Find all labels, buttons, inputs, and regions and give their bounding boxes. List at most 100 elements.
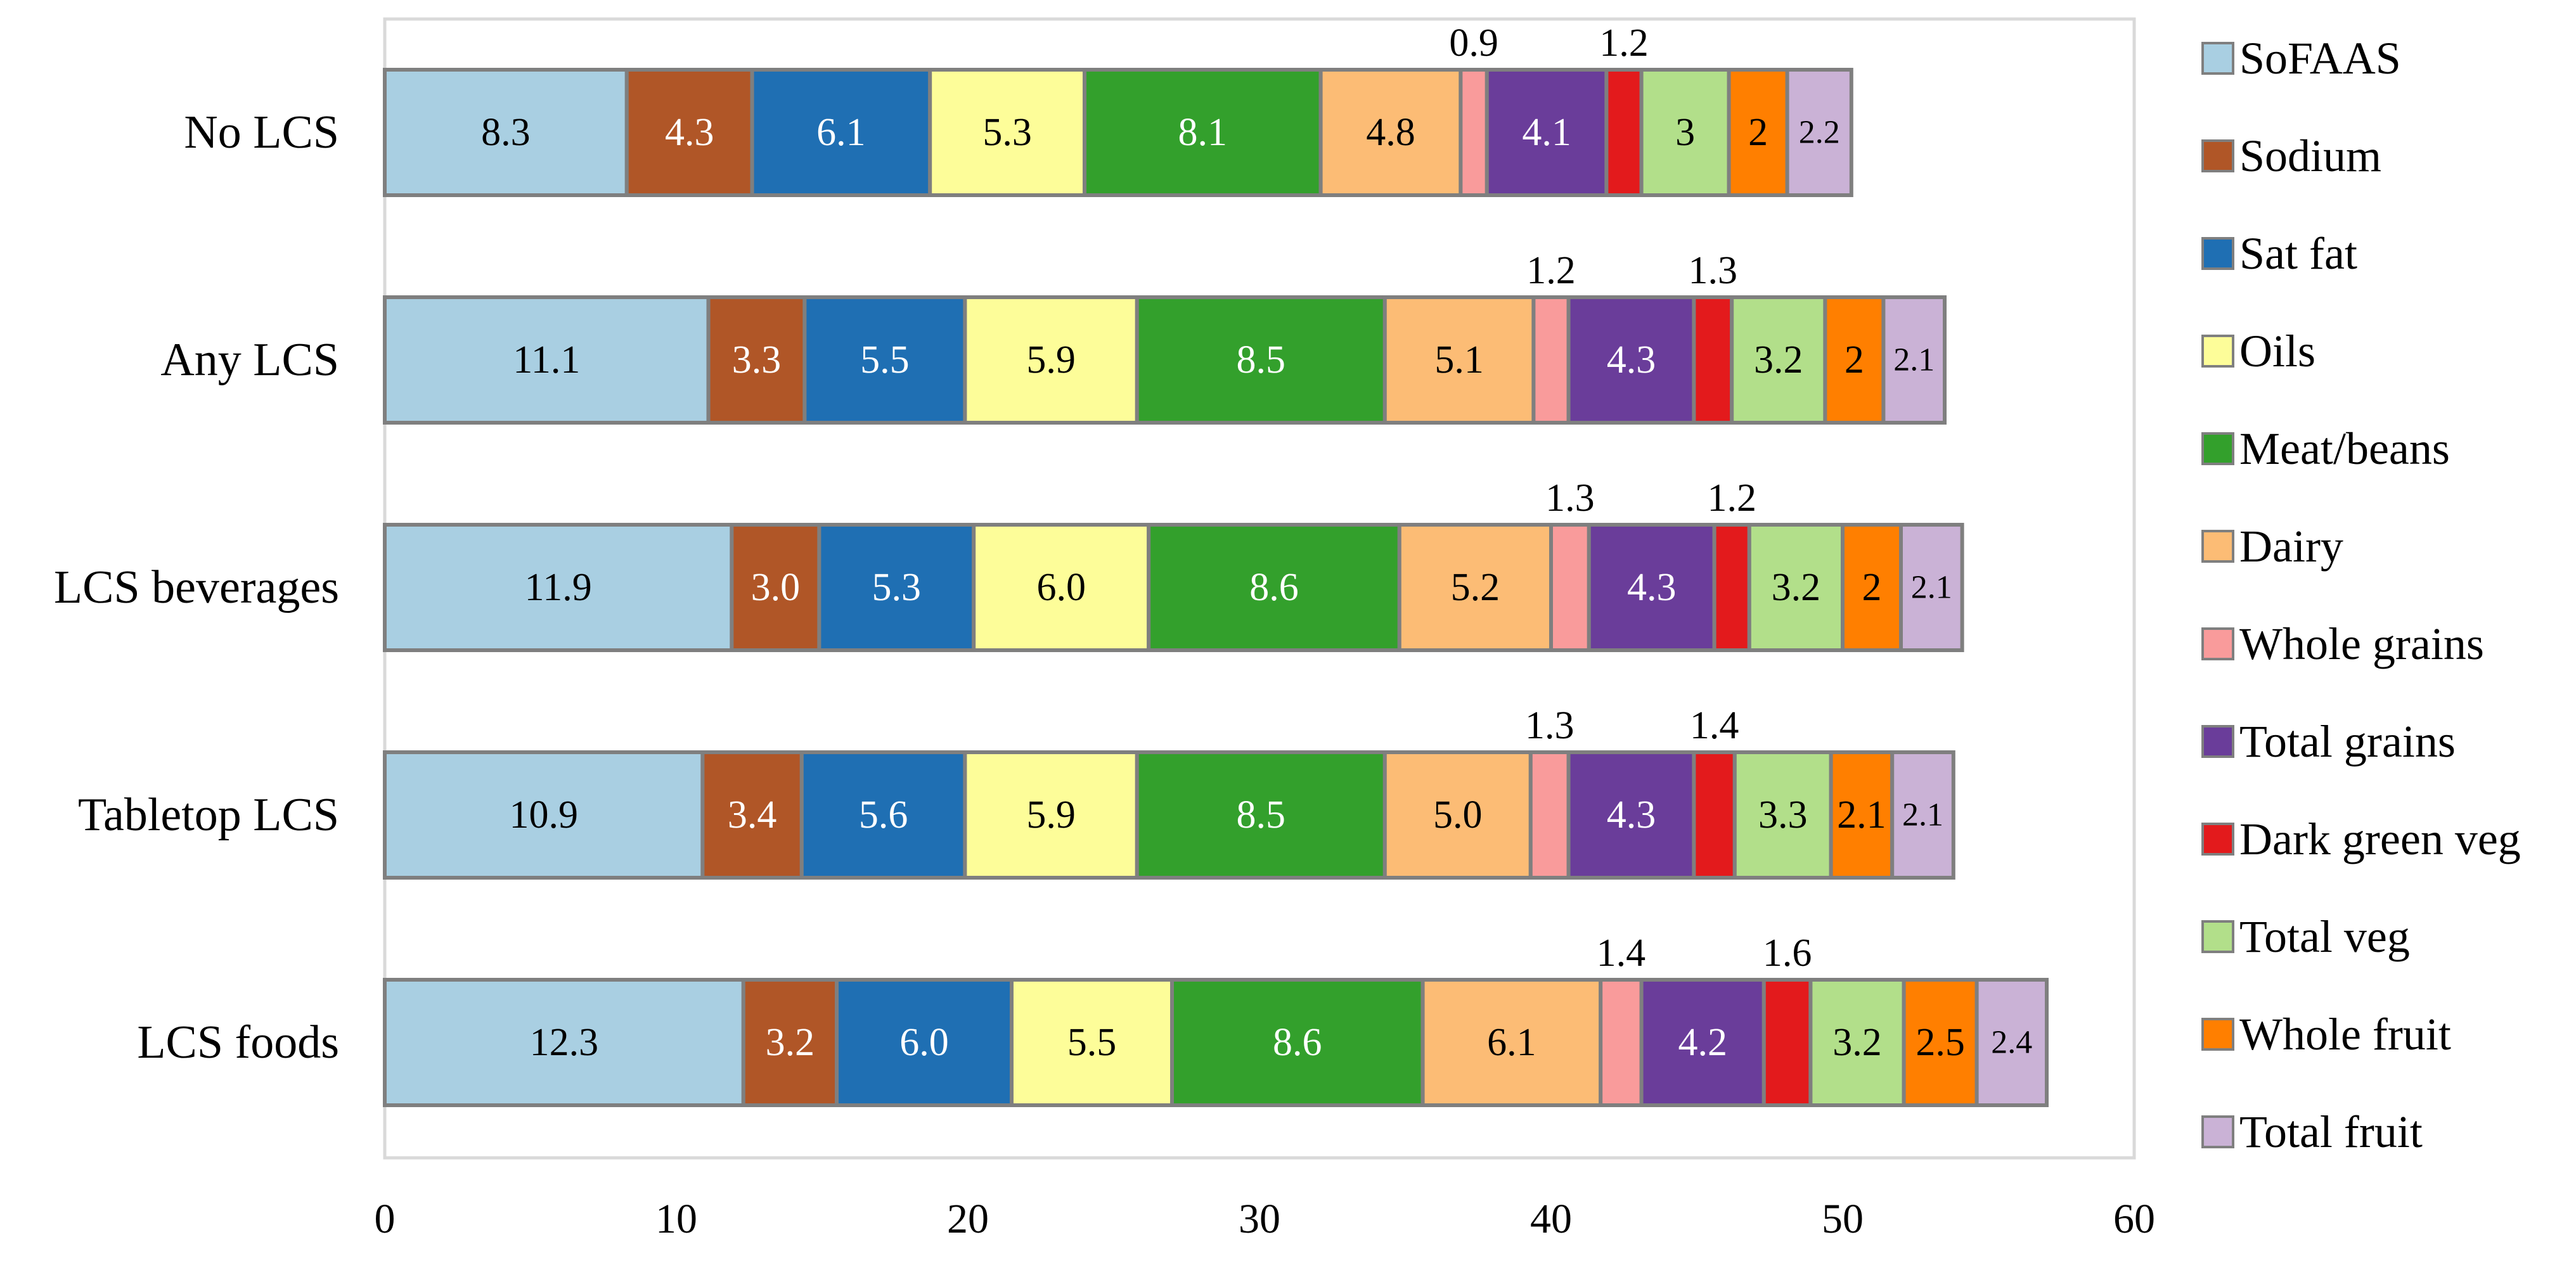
bar-segment [963,750,1139,880]
data-label: 1.6 [1763,932,1812,975]
category-label: No LCS [184,106,339,158]
bar-segment [1599,978,1644,1107]
bar-segment [730,523,821,652]
data-label: 5.0 [1433,793,1483,837]
bar-segment [1639,978,1766,1107]
legend-label: Whole grains [2239,619,2484,669]
data-label: 10.9 [509,793,578,837]
data-label: 4.3 [1627,566,1677,609]
legend-swatch [2201,627,2234,660]
category-label: LCS beverages [54,561,339,613]
bar-segment [1397,523,1554,652]
category-axis: No LCS Any LCS LCS beverages Tabletop LCS LC… [54,106,339,1068]
bar-segment [1899,523,1964,652]
data-label: 6.0 [899,1021,949,1064]
legend-swatch [2201,1018,2234,1051]
bar-segment [1785,68,1853,197]
data-label: 4.8 [1366,111,1415,154]
data-label: 8.3 [481,111,531,154]
bar-segment [383,750,705,880]
legend-swatch [2201,920,2234,953]
bar-segment [1881,295,1947,425]
legend-swatch [2201,237,2234,270]
data-labels-layer: 8.3 4.3 6.1 5.3 8.1 4.8 0.9 4.1 1.2 3 2 2.2 11.1 3.3 5… [481,22,2032,1064]
data-label: 2 [1748,111,1768,154]
data-label: 4.2 [1678,1021,1727,1064]
data-label: 1.2 [1526,249,1576,292]
data-label: 3 [1675,111,1695,154]
legend-swatch [2201,139,2234,172]
legend-swatch [2201,335,2234,368]
legend-label: Dairy [2239,521,2343,572]
bar-segment [928,68,1086,197]
data-label: 5.2 [1451,566,1500,609]
bar-segment [1083,68,1323,197]
data-label: 4.3 [1607,338,1656,382]
data-label: 2.2 [1799,115,1840,151]
data-label: 12.3 [530,1021,599,1064]
bar-segment [383,978,745,1107]
bar-segment [1549,523,1591,652]
legend-label: Meat/beans [2239,423,2450,474]
bar-segment [383,68,629,197]
bars-layer [383,68,2049,1107]
data-label: 1.3 [1525,704,1575,747]
x-tick-label: 40 [1530,1196,1572,1242]
data-label: 1.4 [1690,704,1739,747]
data-label: 5.3 [872,566,922,609]
bar-segment [383,295,711,425]
data-label: 3.4 [728,793,777,837]
bar-segment [1808,978,1906,1107]
x-tick-label: 0 [375,1196,396,1242]
bar-segment [802,295,967,425]
bar-segment [1566,295,1696,425]
bar-segment [1420,978,1603,1107]
data-label: 3.3 [732,338,782,382]
category-label: LCS foods [137,1017,339,1068]
data-label: 5.1 [1434,338,1484,382]
bar-segment [1604,68,1644,197]
bar-segment [1382,750,1533,880]
bar-segment [1459,68,1489,197]
legend-label: SoFAAS [2239,33,2401,84]
legend-label: Total veg [2239,911,2410,962]
data-label: 1.4 [1597,932,1646,975]
bar-segment [1147,523,1401,652]
bar-segment [1692,750,1737,880]
data-label: 4.1 [1522,111,1571,154]
bar-segment [799,750,967,880]
data-label: 4.3 [1607,793,1656,837]
legend-label: Whole fruit [2239,1009,2451,1060]
data-label: 5.9 [1026,793,1076,837]
x-tick-label: 20 [947,1196,989,1242]
bar-segment [1566,750,1696,880]
data-label: 1.3 [1689,249,1738,292]
bar-segment [1727,68,1789,197]
data-label: 1.3 [1545,477,1595,520]
legend-swatch [2201,1115,2234,1148]
bar-segment [1170,978,1425,1107]
bar-segment [1382,295,1536,425]
data-label: 3.2 [1754,338,1803,382]
bar-segment [972,523,1151,652]
data-label: 8.5 [1237,338,1286,382]
data-label: 6.1 [1487,1021,1536,1064]
data-label: 3.2 [766,1021,815,1064]
bar-segment [1974,978,2049,1107]
legend-swatch [2201,530,2234,563]
legend-swatch [2201,725,2234,758]
legend-label: Dark green veg [2239,814,2521,864]
bar-segment [963,295,1139,425]
bar-segment [1531,295,1571,425]
data-label: 2.1 [1837,793,1886,837]
data-label: 5.3 [982,111,1032,154]
data-label: 3.2 [1832,1021,1882,1064]
data-label: 5.5 [860,338,910,382]
data-label: 2.4 [1991,1025,2032,1061]
legend-swatch [2201,432,2234,465]
data-label: 4.3 [665,111,714,154]
legend-label: Sodium [2239,131,2381,181]
legend-swatch [2201,823,2234,856]
